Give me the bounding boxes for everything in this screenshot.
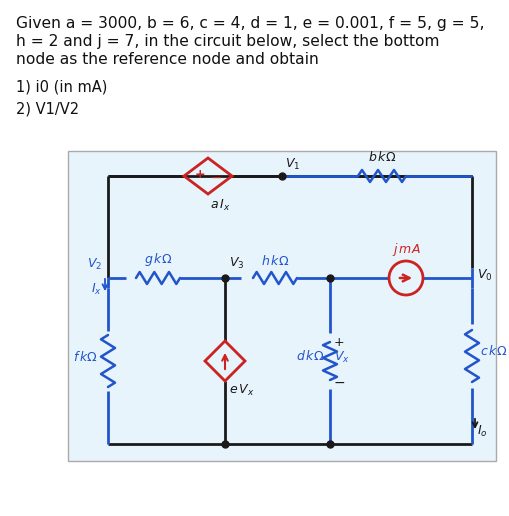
Text: +: +	[194, 168, 205, 181]
Text: $V_0$: $V_0$	[477, 267, 493, 283]
Text: $j\,mA$: $j\,mA$	[391, 241, 420, 258]
Text: $I_x$: $I_x$	[91, 282, 102, 297]
Text: −: −	[334, 376, 346, 390]
Text: $g\,k\Omega$: $g\,k\Omega$	[144, 251, 172, 268]
Text: 1) i0 (in mA): 1) i0 (in mA)	[16, 80, 107, 95]
Text: Given a = 3000, b = 6, c = 4, d = 1, e = 0.001, f = 5, g = 5,: Given a = 3000, b = 6, c = 4, d = 1, e =…	[16, 16, 485, 31]
Text: $h\,k\Omega$: $h\,k\Omega$	[261, 254, 289, 268]
Text: node as the reference node and obtain: node as the reference node and obtain	[16, 52, 319, 67]
Text: $V_1$: $V_1$	[285, 157, 300, 172]
Text: $e\,V_x$: $e\,V_x$	[229, 383, 254, 398]
Text: $b\,k\Omega$: $b\,k\Omega$	[368, 150, 396, 164]
Text: $a\,I_x$: $a\,I_x$	[210, 198, 231, 213]
Text: $V_3$: $V_3$	[229, 256, 244, 271]
Text: $V_x$: $V_x$	[334, 349, 350, 364]
Text: +: +	[334, 336, 345, 349]
Bar	[68, 151, 496, 461]
Text: $f\,k\Omega$: $f\,k\Omega$	[73, 350, 98, 364]
Text: −: −	[210, 171, 222, 185]
Text: $V_2$: $V_2$	[87, 257, 102, 272]
Text: $d\,k\Omega$: $d\,k\Omega$	[296, 349, 324, 363]
Text: h = 2 and j = 7, in the circuit below, select the bottom: h = 2 and j = 7, in the circuit below, s…	[16, 34, 439, 49]
Text: $I_o$: $I_o$	[477, 424, 488, 439]
Text: $c\,k\Omega$: $c\,k\Omega$	[480, 344, 507, 358]
Text: 2) V1/V2: 2) V1/V2	[16, 102, 79, 117]
